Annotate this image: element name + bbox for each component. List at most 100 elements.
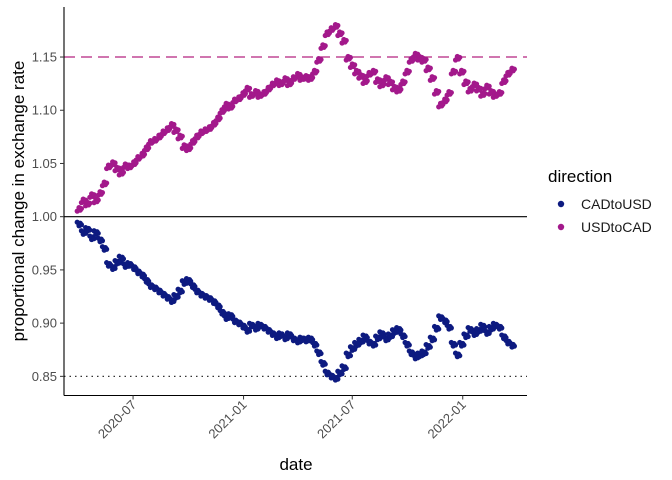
data-point	[104, 180, 110, 186]
legend-title: direction	[548, 167, 612, 186]
data-point	[452, 68, 459, 74]
data-point	[339, 30, 345, 36]
data-point	[87, 200, 93, 206]
data-point	[112, 160, 118, 166]
data-point	[436, 88, 442, 95]
x-tick-label: 2022-01	[425, 397, 469, 441]
data-point	[120, 169, 127, 176]
data-point	[99, 190, 106, 196]
legend-label-usdtocad: USDtoCAD	[581, 219, 652, 235]
y-tick-label: 0.90	[32, 316, 57, 331]
data-point	[322, 361, 328, 367]
data-point	[452, 342, 459, 348]
data-point	[360, 72, 366, 79]
data-point	[444, 319, 450, 325]
x-tick-label: 2021-01	[205, 397, 249, 441]
data-point	[78, 205, 85, 212]
x-tick-label: 2021-07	[314, 397, 358, 441]
data-point	[99, 238, 106, 244]
data-point	[423, 350, 429, 357]
data-point	[444, 97, 450, 103]
data-point	[146, 145, 152, 151]
data-point	[503, 78, 509, 84]
data-point	[373, 342, 379, 348]
data-point	[314, 342, 320, 348]
data-point	[175, 294, 181, 300]
data-point	[465, 79, 471, 85]
data-point	[95, 230, 101, 236]
data-point	[347, 54, 354, 61]
data-point	[343, 365, 349, 372]
plot-area	[64, 21, 527, 383]
data-point	[322, 43, 328, 49]
data-point	[120, 256, 127, 262]
data-point	[373, 68, 379, 74]
y-tick-label: 1.15	[32, 50, 57, 65]
data-point	[112, 265, 118, 272]
x-axis-ticks: 2020-07 2021-01 2021-07 2022-01	[95, 395, 469, 441]
data-point	[171, 121, 177, 128]
data-point	[389, 79, 396, 85]
y-tick-label: 1.00	[32, 209, 57, 224]
data-point	[448, 325, 454, 331]
x-axis-title: date	[279, 455, 312, 474]
data-point	[398, 327, 404, 333]
x-tick-label: 2020-07	[95, 397, 139, 441]
data-point	[188, 145, 194, 151]
data-point	[423, 56, 429, 63]
data-point	[461, 68, 467, 74]
data-point	[482, 324, 488, 330]
series-cadtousd	[74, 219, 517, 383]
data-point	[364, 78, 370, 84]
data-point	[246, 328, 253, 334]
data-point	[91, 236, 97, 242]
data-point	[318, 56, 324, 63]
data-point	[406, 342, 412, 348]
data-point	[402, 333, 408, 340]
data-point	[217, 115, 223, 121]
y-tick-label: 1.05	[32, 156, 57, 171]
data-point	[486, 83, 492, 89]
data-point	[465, 333, 471, 340]
data-point	[347, 353, 354, 359]
data-point	[511, 343, 517, 349]
data-point	[95, 197, 101, 203]
data-point	[141, 151, 148, 157]
data-point	[398, 86, 404, 92]
data-point	[310, 75, 316, 81]
data-point	[448, 89, 454, 96]
data-point	[104, 246, 110, 252]
data-point	[246, 85, 253, 91]
legend-key-usdtocad	[557, 223, 565, 231]
y-tick-label: 0.85	[32, 369, 57, 384]
data-point	[179, 133, 185, 139]
y-tick-label: 0.95	[32, 262, 57, 277]
data-point	[457, 353, 463, 359]
data-point	[217, 304, 223, 310]
data-point	[511, 66, 517, 72]
data-point	[431, 337, 438, 343]
legend: direction CADtoUSD USDtoCAD	[548, 167, 652, 235]
data-point	[431, 75, 438, 81]
data-point	[406, 68, 412, 74]
data-point	[499, 325, 505, 331]
data-point	[478, 85, 484, 91]
legend-key-cadtousd	[557, 200, 565, 208]
data-point	[461, 342, 467, 348]
data-point	[427, 65, 433, 71]
data-point	[221, 108, 227, 114]
data-point	[318, 350, 324, 357]
legend-label-cadtousd: CADtoUSD	[581, 196, 652, 212]
data-point	[339, 371, 345, 377]
data-point	[230, 103, 236, 110]
y-tick-label: 1.10	[32, 103, 57, 118]
data-point	[457, 54, 463, 61]
data-point	[482, 91, 488, 97]
data-point	[381, 81, 387, 87]
data-point	[87, 227, 93, 233]
data-point	[179, 289, 185, 295]
data-point	[352, 62, 358, 68]
y-axis-title: proportional change in exchange rate	[9, 61, 28, 342]
data-point	[402, 79, 408, 85]
